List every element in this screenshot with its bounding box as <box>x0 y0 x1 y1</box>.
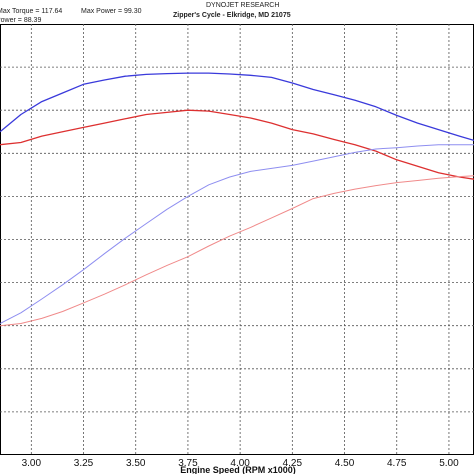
x-tick-label: 5.00 <box>439 458 459 469</box>
x-axis-label: Engine Speed (RPM x1000) <box>180 465 296 474</box>
x-tick-label: 4.75 <box>387 458 407 469</box>
x-tick-label: 4.50 <box>335 458 355 469</box>
series-line-2 <box>0 110 474 179</box>
chart-series <box>0 73 474 326</box>
series-line-3 <box>0 145 474 324</box>
x-tick-label: 3.25 <box>74 458 94 469</box>
chart-grid <box>0 24 474 455</box>
series-line-4 <box>0 176 474 326</box>
x-tick-label: 3.50 <box>126 458 146 469</box>
x-tick-label: 3.00 <box>22 458 42 469</box>
